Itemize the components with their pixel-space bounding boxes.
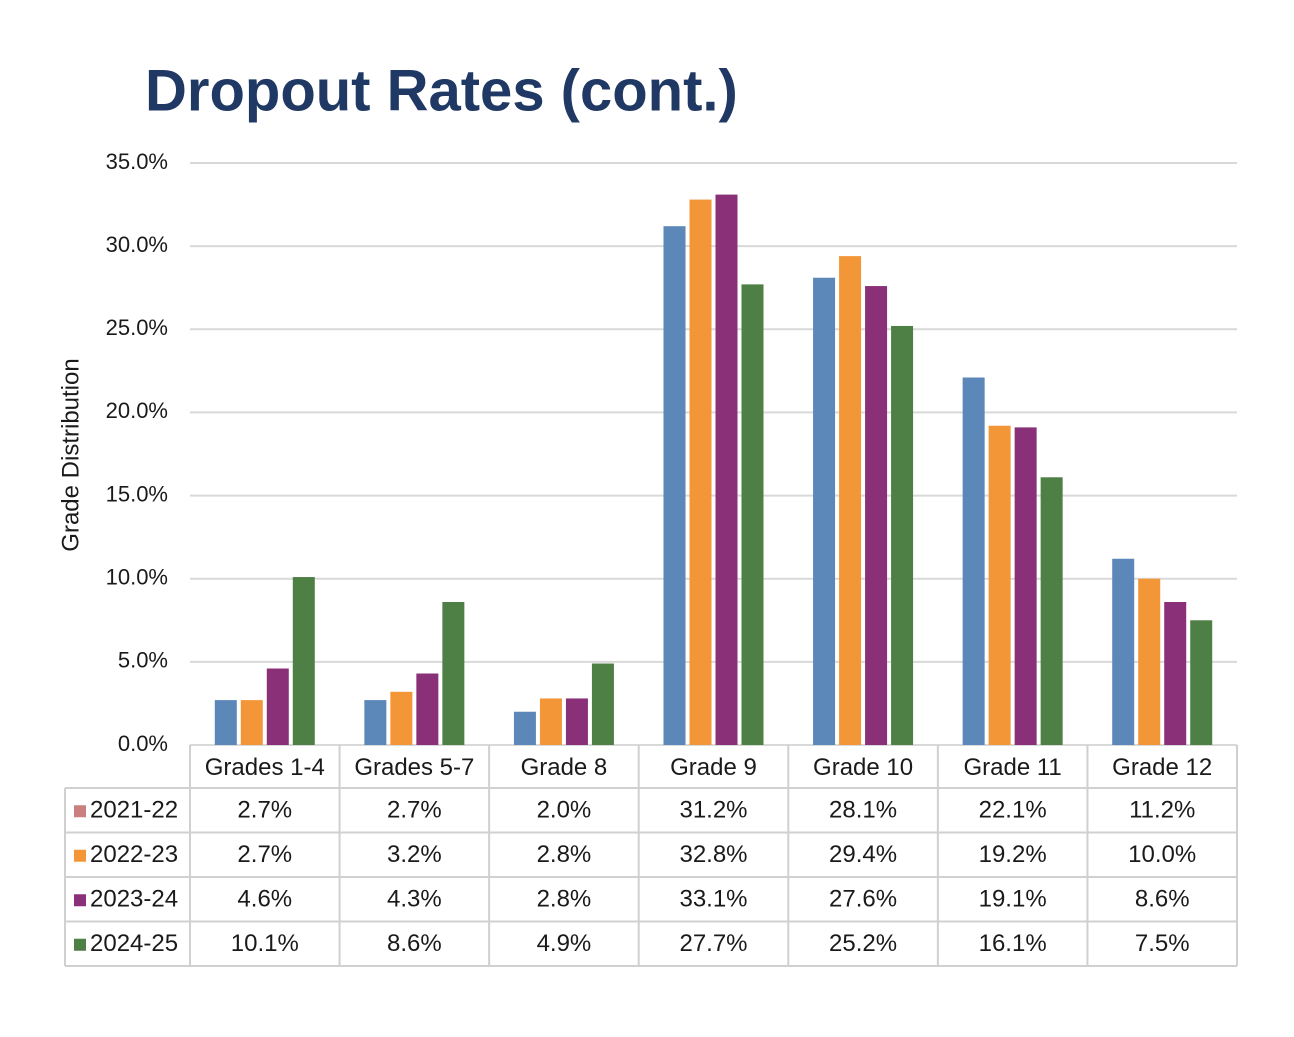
bar	[364, 700, 387, 745]
legend-label: 2023-24	[90, 886, 178, 913]
x-tick-label: Grade 12	[1112, 754, 1212, 781]
bar	[240, 700, 263, 745]
x-tick-label: Grades 5-7	[354, 754, 474, 781]
table-value: 8.6%	[1135, 886, 1190, 913]
bar	[741, 284, 764, 745]
table-value: 11.2%	[1129, 797, 1195, 824]
bar	[390, 691, 413, 745]
table-value: 33.1%	[679, 886, 747, 913]
table-value: 2.8%	[537, 841, 592, 868]
table-value: 10.1%	[231, 930, 299, 957]
bar	[891, 325, 914, 745]
y-axis-label: Grade Distribution	[57, 358, 84, 551]
y-tick-label: 5.0%	[118, 648, 168, 673]
legend-key	[74, 849, 86, 862]
table-value: 2.8%	[537, 886, 592, 913]
bar	[565, 698, 588, 745]
table-value: 7.5%	[1135, 930, 1190, 957]
table-value: 31.2%	[679, 797, 747, 824]
bar	[962, 377, 985, 745]
bar	[1138, 578, 1161, 745]
bar	[839, 256, 862, 745]
table-value: 27.6%	[829, 886, 897, 913]
bar	[715, 194, 738, 745]
table-value: 2.7%	[237, 797, 292, 824]
x-tick-label: Grade 8	[521, 754, 608, 781]
bar	[266, 668, 289, 745]
table-value: 10.0%	[1128, 841, 1196, 868]
bar	[988, 425, 1011, 745]
bar	[539, 698, 562, 745]
table-value: 22.1%	[979, 797, 1047, 824]
table-value: 32.8%	[679, 841, 747, 868]
x-tick-label: Grade 11	[963, 754, 1061, 781]
table-value: 4.9%	[537, 930, 592, 957]
legend-label: 2021-22	[90, 797, 178, 824]
bar	[416, 673, 439, 745]
y-tick-label: 20.0%	[106, 398, 168, 423]
legend-key	[74, 938, 86, 951]
y-tick-label: 35.0%	[106, 149, 168, 174]
table-value: 2.7%	[387, 797, 442, 824]
bar	[513, 711, 536, 745]
bar	[689, 199, 712, 745]
bar	[865, 286, 888, 745]
bar	[813, 277, 836, 745]
y-tick-label: 30.0%	[106, 232, 168, 257]
bar	[214, 700, 237, 745]
y-tick-label: 15.0%	[106, 481, 168, 506]
legend-key	[74, 805, 86, 818]
legend-key	[74, 894, 86, 907]
bar	[591, 663, 614, 745]
table-value: 8.6%	[387, 930, 442, 957]
table-value: 19.1%	[979, 886, 1047, 913]
table-value: 27.7%	[679, 930, 747, 957]
bar	[442, 601, 465, 745]
table-value: 4.6%	[237, 886, 292, 913]
table-value: 2.0%	[537, 797, 592, 824]
y-tick-label: 0.0%	[118, 731, 168, 756]
x-tick-label: Grade 10	[813, 754, 913, 781]
table-value: 19.2%	[979, 841, 1047, 868]
chart-title: Dropout Rates (cont.)	[145, 58, 738, 123]
table-value: 16.1%	[979, 930, 1047, 957]
legend-label: 2024-25	[90, 930, 178, 957]
x-tick-label: Grade 9	[670, 754, 757, 781]
bar	[1190, 620, 1213, 745]
y-tick-label: 25.0%	[106, 315, 168, 340]
table-value: 2.7%	[237, 841, 292, 868]
y-tick-label: 10.0%	[106, 565, 168, 590]
x-tick-label: Grades 1-4	[205, 754, 325, 781]
bar	[292, 577, 315, 745]
bar	[1164, 601, 1187, 745]
bar	[663, 226, 686, 745]
table-value: 4.3%	[387, 886, 442, 913]
table-value: 3.2%	[387, 841, 442, 868]
bar	[1112, 558, 1135, 745]
table-value: 25.2%	[829, 930, 897, 957]
table-value: 28.1%	[829, 797, 897, 824]
legend-label: 2022-23	[90, 841, 178, 868]
table-value: 29.4%	[829, 841, 897, 868]
bar	[1040, 477, 1063, 745]
bar	[1014, 427, 1037, 745]
